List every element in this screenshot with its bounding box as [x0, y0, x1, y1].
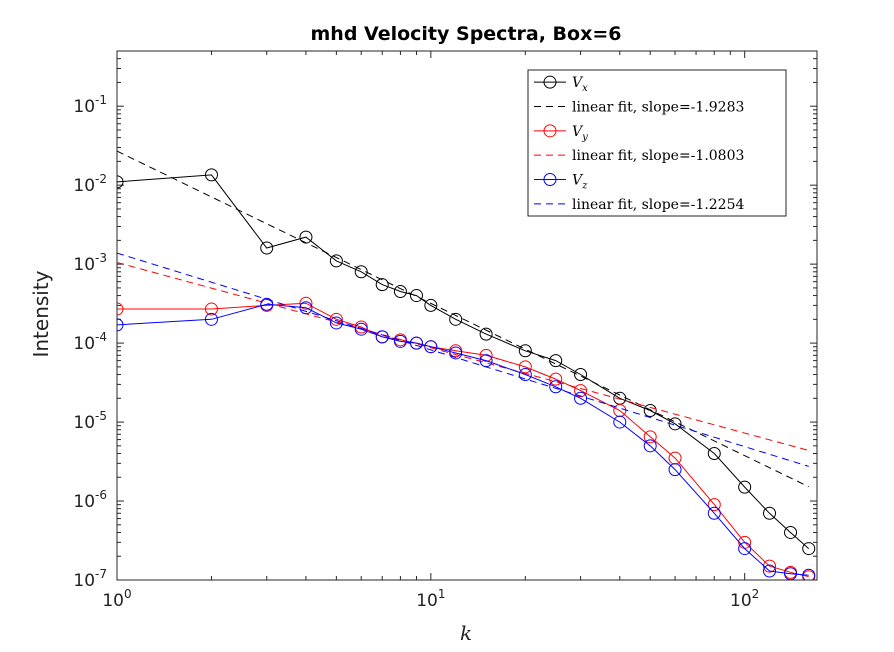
data-point-x — [204, 168, 218, 182]
x-tick-label: 102 — [730, 587, 759, 611]
x-tick-label: 100 — [102, 587, 131, 611]
data-point-z — [299, 301, 313, 315]
data-point-z — [643, 439, 657, 453]
data-point-z — [117, 318, 124, 332]
data-point-z — [763, 564, 777, 578]
data-point-x — [574, 368, 588, 382]
legend-swatch-marker — [543, 173, 557, 186]
data-point-x — [784, 525, 798, 539]
y-tick-label: 10-1 — [73, 93, 107, 117]
data-point-z — [393, 334, 407, 348]
data-point-y — [117, 302, 124, 316]
data-point-y — [518, 360, 532, 374]
y-tick-label: 10-2 — [73, 172, 107, 196]
data-point-z — [329, 316, 343, 330]
legend-swatch-marker — [543, 124, 557, 138]
data-point-z — [738, 542, 752, 556]
data-point-x — [738, 480, 752, 494]
data-point-x — [763, 506, 777, 520]
legend: Vx linear fit, slope=-1.9283 Vy linear fit,… — [527, 69, 787, 217]
data-point-z — [449, 346, 463, 360]
y-tick-label: 10-4 — [73, 330, 107, 354]
data-point-z — [802, 568, 816, 580]
legend-entry-label: linear fit, slope=-1.9283 — [572, 100, 744, 116]
y-axis-label: Intensity — [29, 270, 53, 357]
data-point-z — [204, 312, 218, 326]
data-point-z — [784, 567, 798, 580]
data-point-x — [393, 285, 407, 299]
data-point-x — [424, 298, 438, 312]
legend-box — [527, 69, 787, 217]
data-point-z — [260, 297, 274, 311]
data-point-x — [518, 344, 532, 358]
data-point-y — [204, 302, 218, 316]
data-point-z — [707, 506, 721, 520]
data-point-x — [643, 404, 657, 418]
data-point-x — [707, 446, 721, 460]
data-point-x — [409, 289, 423, 303]
data-point-z — [668, 463, 682, 477]
y-tick-label: 10-7 — [73, 567, 107, 591]
fit-line-5 — [117, 252, 809, 467]
data-point-y — [549, 372, 563, 386]
data-point-x — [479, 327, 493, 341]
series-group — [117, 150, 816, 580]
data-point-z — [518, 368, 532, 382]
data-point-z — [574, 391, 588, 405]
data-point-x — [449, 312, 463, 326]
data-point-x — [117, 175, 124, 189]
data-point-x — [354, 265, 368, 279]
data-point-z — [375, 330, 389, 344]
plot-area: 100 101 102 10-7 10-6 10-5 10-4 10-3 10-2 10-1 — [73, 50, 818, 611]
data-point-x — [329, 254, 343, 268]
y-tick-label: 10-6 — [73, 488, 107, 512]
data-point-y — [707, 498, 721, 512]
data-point-z — [424, 340, 438, 354]
data-point-z — [354, 322, 368, 336]
data-point-y — [643, 430, 657, 444]
legend-entry-label: Vz — [572, 173, 588, 192]
data-point-y — [574, 384, 588, 398]
legend-entry-label: Vy — [572, 124, 588, 143]
data-point-x — [260, 241, 274, 255]
data-point-y — [329, 312, 343, 326]
legend-entry-label: linear fit, slope=-1.2254 — [572, 197, 744, 213]
data-point-x — [375, 278, 389, 292]
data-point-z — [613, 415, 627, 429]
x-axis-label: k — [460, 621, 472, 645]
data-point-y — [479, 348, 493, 362]
y-tick-label: 10-5 — [73, 409, 107, 433]
legend-entry-label: linear fit, slope=-1.0803 — [572, 148, 744, 164]
data-point-x — [668, 417, 682, 431]
y-tick-label: 10-3 — [73, 251, 107, 275]
data-point-z — [549, 380, 563, 394]
data-point-y — [299, 296, 313, 310]
legend-entry-label: Vx — [572, 75, 588, 94]
data-point-x — [802, 542, 816, 556]
legend-swatch-marker — [543, 75, 557, 89]
chart-title: mhd Velocity Spectra, Box=6 — [311, 23, 622, 45]
series-line-y — [117, 302, 809, 578]
x-tick-label: 101 — [416, 587, 445, 611]
